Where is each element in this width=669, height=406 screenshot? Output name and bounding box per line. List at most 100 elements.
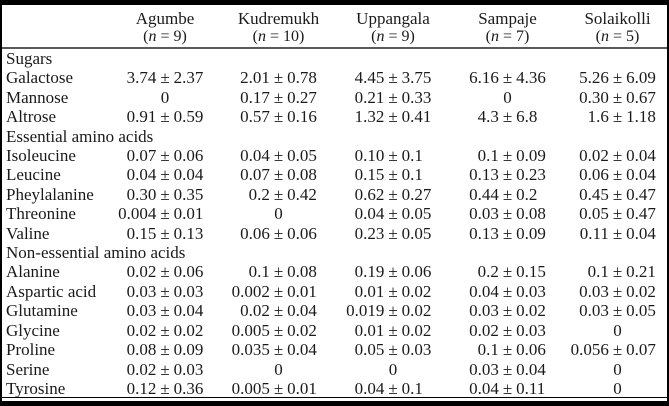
value-cell: 0.10 ±0.1 bbox=[335, 146, 451, 165]
value-wrap: 0.02 ±0.04 bbox=[222, 301, 335, 320]
table-row: Valine 0.15 ±0.13 0.06 ±0.06 0.23 ±0.05 0.13 ±0.… bbox=[2, 223, 667, 243]
value-wrap: 0.04 ±0.1 bbox=[335, 379, 451, 398]
value-cell: 0.30 ±0.35 bbox=[108, 185, 222, 204]
value-wrap: 0.03 ±0.04 bbox=[451, 360, 564, 379]
value-sd: 0.04 bbox=[287, 301, 317, 321]
value-cell: 0.01 ±0.02 bbox=[335, 282, 451, 301]
value-wrap: 0.08 ±0.09 bbox=[108, 340, 222, 359]
value-sd: 0.06 bbox=[287, 223, 317, 243]
row-label: Isoleucine bbox=[6, 146, 76, 166]
composition-table: Agumbe (n = 9) Kudremukh (n = 10) Uppangala(… bbox=[2, 5, 667, 398]
plus-minus-sign: ± bbox=[612, 340, 623, 360]
value-mean: 0.02 bbox=[240, 301, 270, 321]
value-wrap: 0.1 ±0.08 bbox=[222, 262, 335, 281]
row-label: Proline bbox=[6, 340, 56, 360]
value-sd: 0.35 bbox=[173, 184, 204, 204]
value-cell: 0.08 ±0.09 bbox=[108, 340, 222, 359]
value-cell: 6.16 ±4.36 bbox=[451, 68, 564, 87]
value-wrap: 0.03 ±0.05 bbox=[564, 301, 667, 321]
row-label: Pheylalanine bbox=[6, 184, 94, 204]
n-symbol: n bbox=[600, 28, 609, 45]
value-sd: 0.01 bbox=[287, 281, 317, 301]
value-sd: 0.21 bbox=[626, 262, 656, 282]
value-cell: 0.57 ±0.16 bbox=[222, 107, 335, 126]
value-wrap: 3.74 ±2.37 bbox=[108, 68, 222, 87]
value-mean: 0.62 bbox=[354, 184, 385, 204]
value-wrap: 0 bbox=[564, 360, 667, 379]
plus-minus-sign: ± bbox=[273, 146, 284, 166]
value-wrap: 0 bbox=[222, 204, 335, 223]
value-sd: 0.02 bbox=[401, 281, 432, 301]
value-sd: 0.08 bbox=[287, 262, 317, 282]
section-row: Sugars bbox=[2, 48, 667, 68]
value-mean: 0.04 bbox=[469, 281, 499, 301]
value-mean: 0.02 bbox=[579, 146, 609, 166]
plus-minus-sign: ± bbox=[160, 320, 170, 340]
plus-minus-sign: ± bbox=[273, 107, 284, 127]
column-header-kudremukh: Kudremukh (n = 10) bbox=[222, 5, 335, 49]
value-sd: 0.02 bbox=[626, 281, 656, 301]
value-cell: 0.05 ±0.47 bbox=[564, 204, 667, 223]
value-cell: 0.04 ±0.05 bbox=[335, 204, 451, 223]
value-wrap: 0.03 ±0.04 bbox=[108, 301, 222, 320]
value-sd: 0.01 bbox=[287, 378, 317, 398]
value-wrap: 0.06 ±0.06 bbox=[222, 224, 335, 243]
value-mean: 0.08 bbox=[126, 340, 157, 360]
value-cell: 4.45 ±3.75 bbox=[335, 68, 451, 87]
value-cell: 1.6 ±1.18 bbox=[564, 107, 667, 126]
value-sd: 0.1 bbox=[401, 146, 423, 166]
plus-minus-sign: ± bbox=[612, 87, 623, 107]
column-header-solaikolli: Solaikolli (n = 5) bbox=[564, 5, 667, 49]
plus-minus-sign: ± bbox=[502, 146, 513, 166]
value-mean: 0.21 bbox=[354, 87, 385, 107]
value-wrap: 0.13 ±0.23 bbox=[451, 165, 564, 184]
value-cell: 0.03 ±0.05 bbox=[564, 301, 667, 321]
value-mean: 0.03 bbox=[579, 281, 609, 301]
value-wrap: 0 bbox=[222, 360, 335, 379]
value-cell: 0.15 ±0.1 bbox=[335, 165, 451, 184]
plus-minus-sign: ± bbox=[388, 146, 398, 166]
value-sd: 0.06 bbox=[401, 262, 432, 282]
value-sd: 0.23 bbox=[516, 165, 546, 185]
table-bottom-thin-rule bbox=[2, 397, 667, 398]
value-mean: 0.035 bbox=[231, 340, 270, 360]
column-sample-size: (n = 9) bbox=[371, 28, 415, 45]
value-sd: 0.09 bbox=[173, 340, 204, 360]
row-label: Alanine bbox=[6, 262, 60, 282]
value-wrap: 0.02 ±0.02 bbox=[108, 321, 222, 340]
value-mean: 0.10 bbox=[354, 146, 385, 166]
column-sample-size: (n = 7) bbox=[485, 28, 530, 45]
table-row: Galactose 3.74 ±2.37 2.01 ±0.78 4.45 ±3.75 6.16… bbox=[2, 68, 667, 87]
column-name: Uppangala bbox=[356, 9, 430, 28]
value-wrap: 0.03 ±0.03 bbox=[108, 282, 222, 301]
value-zero: 0 bbox=[613, 378, 622, 398]
value-sd: 0.33 bbox=[401, 87, 432, 107]
value-cell: 0.005 ±0.02 bbox=[222, 321, 335, 340]
row-label: Mannose bbox=[6, 87, 69, 107]
value-cell: 0.45 ±0.47 bbox=[564, 185, 667, 204]
value-cell: 0 bbox=[108, 88, 222, 107]
value-wrap: 0.1 ±0.06 bbox=[451, 340, 564, 359]
plus-minus-sign: ± bbox=[502, 262, 513, 282]
row-label: Serine bbox=[6, 359, 50, 379]
plus-minus-sign: ± bbox=[388, 184, 398, 204]
value-sd: 3.75 bbox=[401, 68, 432, 88]
value-mean: 0.01 bbox=[354, 281, 385, 301]
plus-minus-sign: ± bbox=[388, 378, 398, 398]
value-mean: 0.23 bbox=[354, 223, 385, 243]
row-label: Leucine bbox=[6, 165, 61, 185]
plus-minus-sign: ± bbox=[612, 301, 623, 321]
value-zero: 0 bbox=[613, 320, 622, 340]
plus-minus-sign: ± bbox=[502, 281, 513, 301]
value-cell: 1.32 ±0.41 bbox=[335, 107, 451, 126]
value-mean: 0.04 bbox=[469, 378, 499, 398]
plus-minus-sign: ± bbox=[388, 204, 398, 224]
plus-minus-sign: ± bbox=[160, 262, 170, 282]
value-cell: 0.02 ±0.06 bbox=[108, 262, 222, 281]
value-wrap: 0.07 ±0.08 bbox=[222, 165, 335, 184]
value-sd: 0.09 bbox=[516, 146, 546, 166]
value-cell: 0.03 ±0.02 bbox=[564, 281, 667, 301]
plus-minus-sign: ± bbox=[273, 165, 284, 185]
plus-minus-sign: ± bbox=[160, 107, 170, 127]
